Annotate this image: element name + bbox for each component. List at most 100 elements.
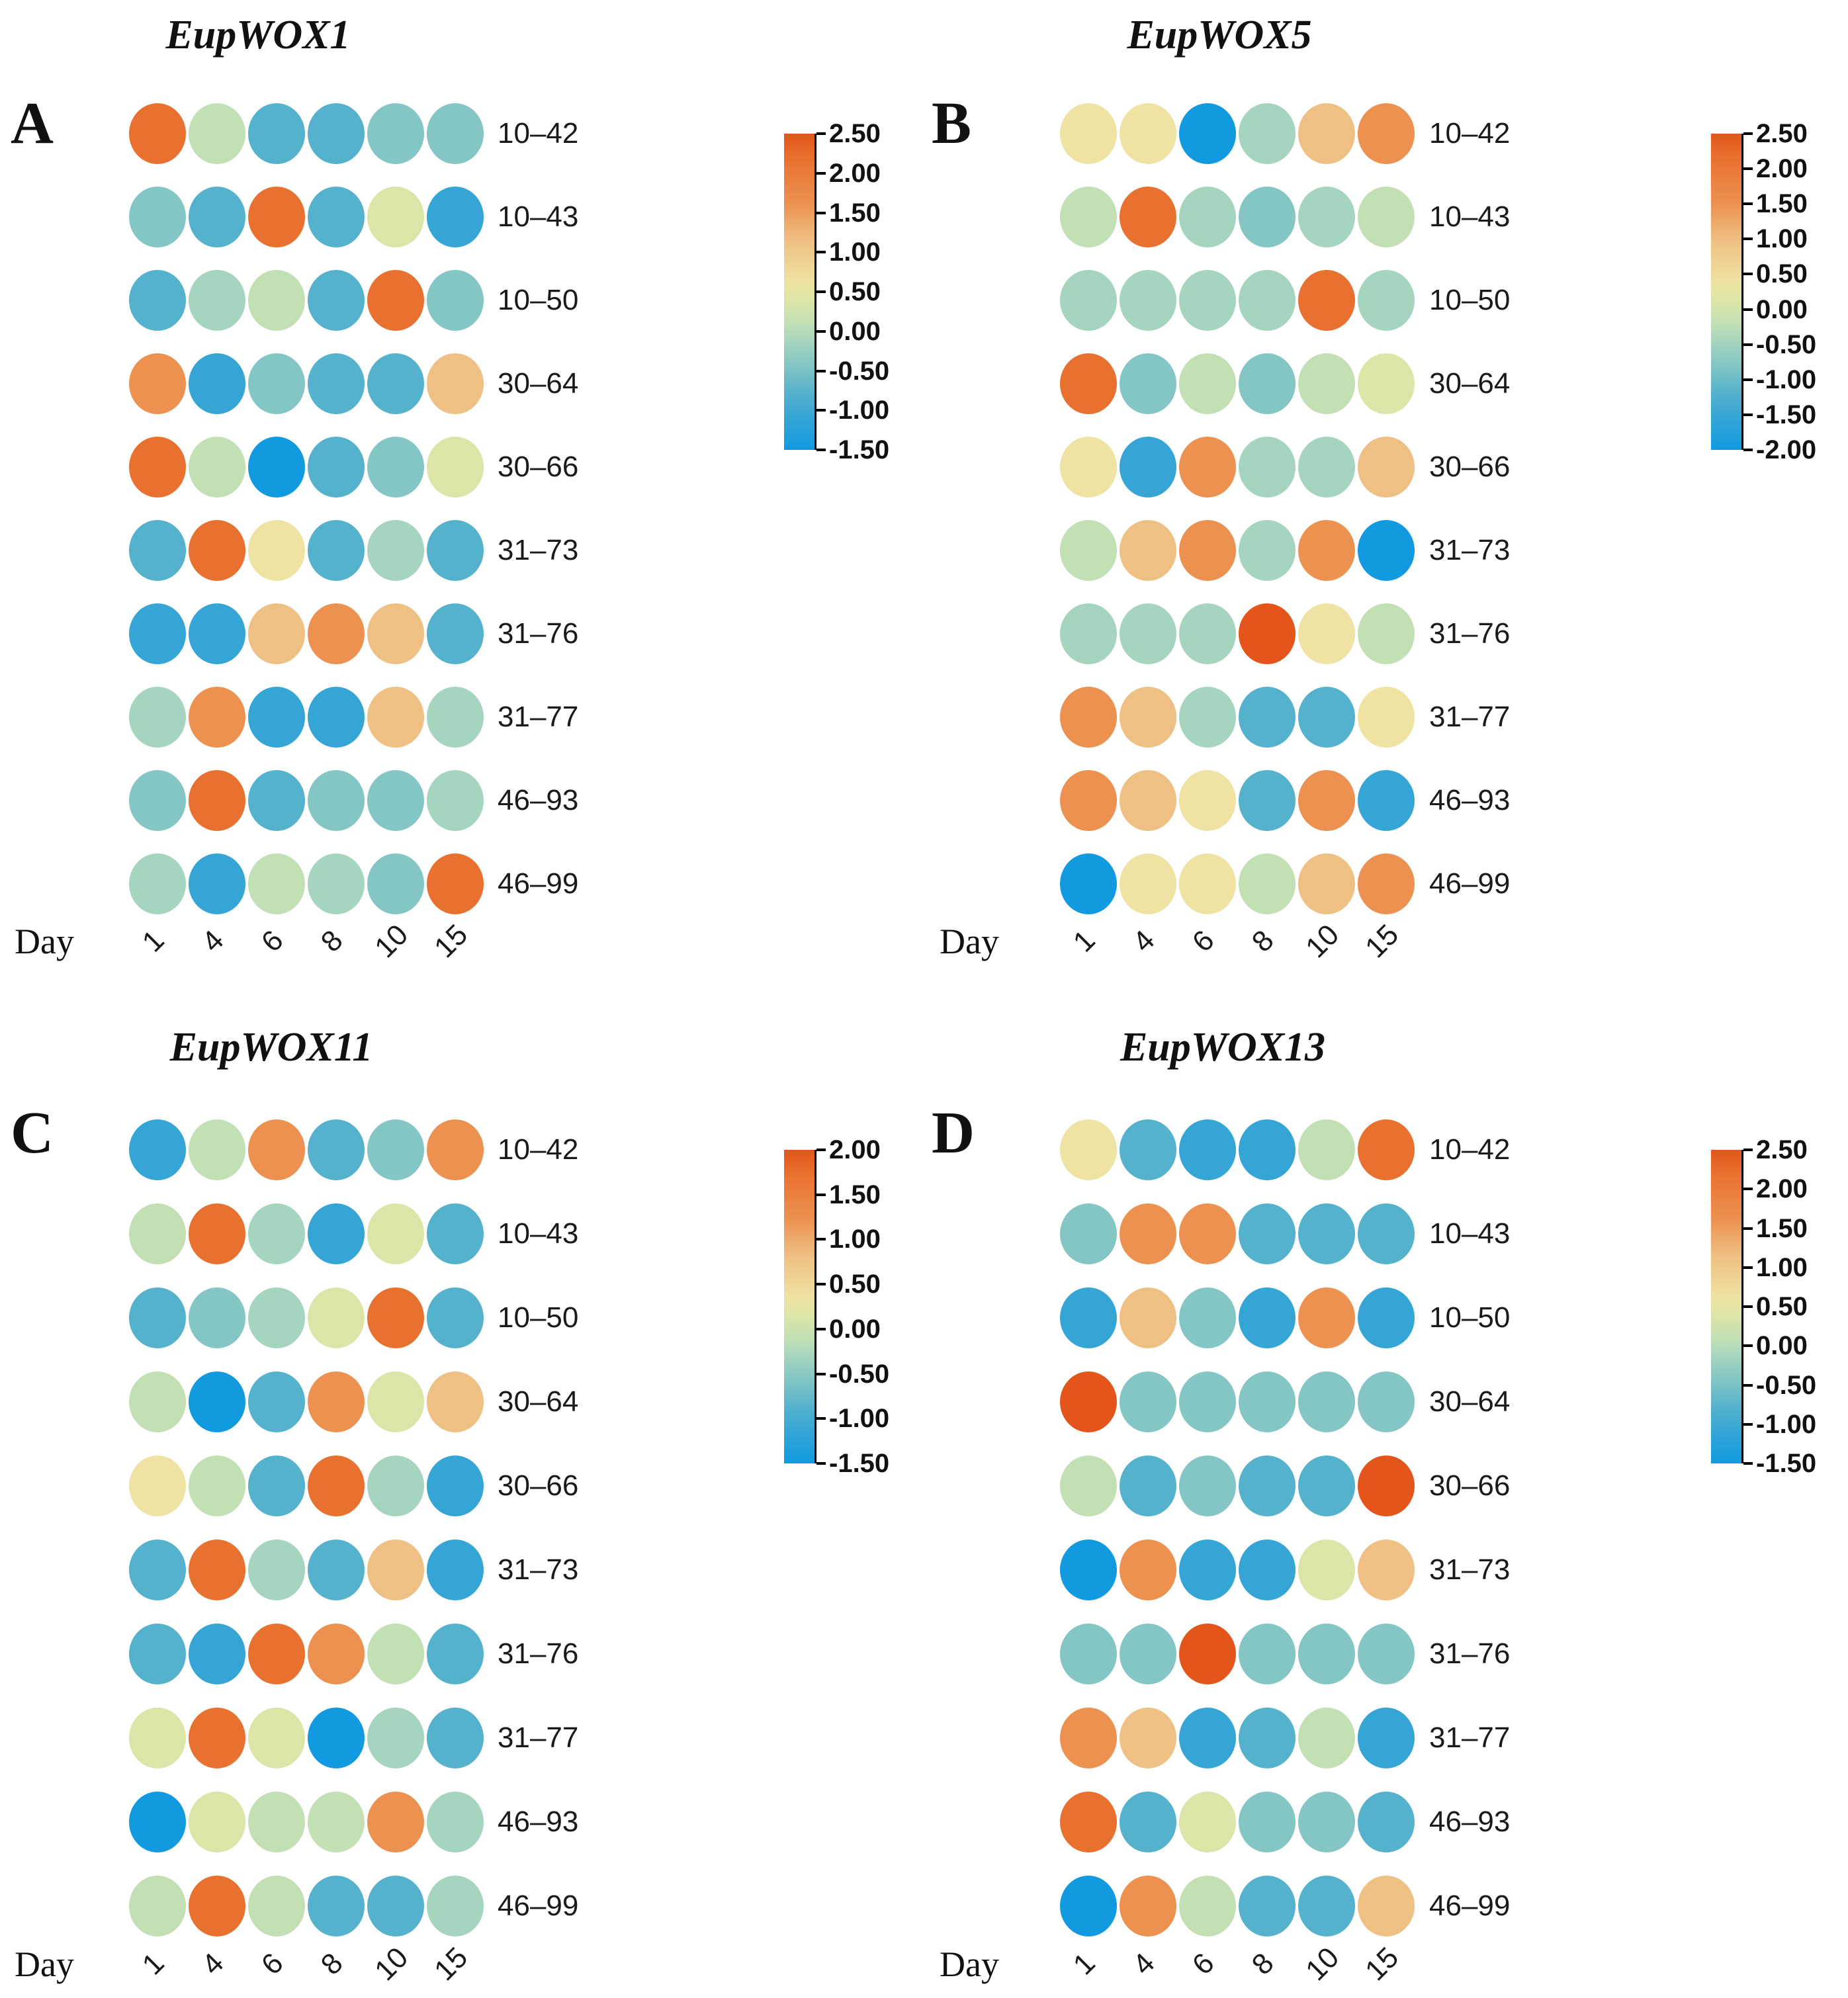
expression-dot bbox=[1358, 1203, 1415, 1264]
row-label: 31–76 bbox=[498, 1637, 579, 1670]
expression-dot bbox=[1298, 437, 1355, 498]
expression-dot bbox=[189, 1371, 245, 1432]
expression-dot bbox=[1179, 1876, 1236, 1936]
panel-letter: A bbox=[11, 91, 54, 156]
panel-letter: C bbox=[11, 1100, 54, 1166]
expression-dot bbox=[1358, 1792, 1415, 1852]
expression-dot bbox=[129, 270, 186, 331]
colorbar-tick bbox=[1743, 343, 1753, 346]
expression-dot bbox=[1060, 1708, 1117, 1768]
row-label: 31–73 bbox=[1429, 1553, 1511, 1586]
expression-dot bbox=[308, 1371, 365, 1432]
expression-dot bbox=[427, 1371, 484, 1432]
expression-dot bbox=[1239, 187, 1296, 247]
expression-dot bbox=[308, 1455, 365, 1516]
expression-dot bbox=[129, 353, 186, 414]
colorbar-tick bbox=[1743, 202, 1753, 206]
expression-dot bbox=[308, 853, 365, 914]
expression-dot bbox=[1239, 437, 1296, 498]
expression-dot bbox=[189, 270, 245, 331]
colorbar-tick-label: -0.50 bbox=[1756, 329, 1817, 359]
row-label: 31–73 bbox=[1429, 534, 1511, 566]
expression-dot bbox=[1179, 353, 1236, 414]
expression-dot bbox=[1298, 1371, 1355, 1432]
day-axis-label: Day bbox=[15, 922, 74, 961]
row-label: 10–42 bbox=[498, 117, 579, 150]
row-label: 31–73 bbox=[498, 1553, 579, 1586]
expression-dot bbox=[189, 520, 245, 581]
expression-dot bbox=[129, 1624, 186, 1684]
colorbar-tick bbox=[1743, 1266, 1753, 1269]
expression-dot bbox=[1239, 1624, 1296, 1684]
expression-dot bbox=[1358, 520, 1415, 581]
colorbar-tick-label: -0.50 bbox=[829, 1359, 890, 1389]
colorbar-tick bbox=[816, 290, 826, 293]
expression-dot bbox=[1239, 1540, 1296, 1600]
expression-dot bbox=[248, 1708, 305, 1768]
row-label: 30–64 bbox=[498, 367, 579, 400]
expression-dot bbox=[248, 603, 305, 664]
expression-dot bbox=[1358, 1119, 1415, 1180]
colorbar-tick-label: 1.00 bbox=[829, 1225, 881, 1254]
day-tick-label: 15 bbox=[428, 918, 474, 965]
expression-dot bbox=[189, 187, 245, 247]
expression-dot bbox=[367, 1624, 424, 1684]
colorbar-tick bbox=[816, 409, 826, 412]
expression-dot bbox=[1120, 103, 1176, 164]
expression-dot bbox=[129, 1876, 186, 1936]
colorbar-tick bbox=[1743, 1344, 1753, 1348]
row-label: 10–43 bbox=[498, 200, 579, 233]
colorbar-tick-label: 2.50 bbox=[829, 119, 881, 148]
expression-dot bbox=[248, 187, 305, 247]
row-label: 46–93 bbox=[1429, 1805, 1511, 1838]
expression-dot bbox=[129, 520, 186, 581]
expression-dot bbox=[367, 1119, 424, 1180]
day-tick-label: 8 bbox=[314, 1946, 349, 1981]
day-tick-label: 10 bbox=[369, 918, 415, 965]
expression-dot bbox=[1298, 520, 1355, 581]
expression-dot bbox=[129, 103, 186, 164]
colorbar-tick bbox=[1743, 1188, 1753, 1191]
expression-dot bbox=[1060, 770, 1117, 831]
expression-dot bbox=[367, 770, 424, 831]
expression-dot bbox=[248, 1792, 305, 1852]
row-label: 46–99 bbox=[498, 867, 579, 900]
colorbar-gradient bbox=[1711, 1150, 1743, 1463]
colorbar-tick-label: 0.00 bbox=[1756, 1331, 1808, 1361]
expression-dot bbox=[1239, 687, 1296, 748]
row-label: 30–64 bbox=[498, 1385, 579, 1418]
expression-dot bbox=[129, 1455, 186, 1516]
expression-dot bbox=[189, 437, 245, 498]
day-tick-label: 10 bbox=[369, 1941, 415, 1987]
expression-dot bbox=[1120, 1708, 1176, 1768]
row-label: 46–93 bbox=[498, 784, 579, 816]
expression-dot bbox=[1120, 1876, 1176, 1936]
expression-dot bbox=[1179, 1540, 1236, 1600]
colorbar-tick-label: 2.00 bbox=[829, 1135, 881, 1164]
row-label: 10–50 bbox=[1429, 1301, 1511, 1334]
colorbar-tick bbox=[1743, 413, 1753, 416]
expression-dot bbox=[308, 353, 365, 414]
expression-dot bbox=[248, 1203, 305, 1264]
colorbar-tick-label: -1.00 bbox=[1756, 1409, 1817, 1439]
expression-dot bbox=[308, 1203, 365, 1264]
colorbar-tick bbox=[1743, 378, 1753, 381]
expression-dot bbox=[427, 187, 484, 247]
expression-dot bbox=[308, 103, 365, 164]
expression-dot bbox=[189, 603, 245, 664]
panel-letter: B bbox=[932, 91, 972, 156]
day-tick-label: 10 bbox=[1299, 1941, 1346, 1987]
expression-dot bbox=[1239, 1708, 1296, 1768]
colorbar-tick bbox=[816, 132, 826, 135]
expression-dot bbox=[1179, 520, 1236, 581]
expression-dot bbox=[1120, 1203, 1176, 1264]
expression-dot bbox=[1179, 1119, 1236, 1180]
colorbar-tick-label: 0.00 bbox=[829, 1314, 881, 1344]
expression-dot bbox=[1179, 437, 1236, 498]
expression-dot bbox=[427, 1287, 484, 1348]
colorbar-tick-label: -1.00 bbox=[1756, 365, 1817, 394]
expression-dot bbox=[189, 353, 245, 414]
colorbar-tick-label: -2.00 bbox=[1756, 435, 1817, 464]
